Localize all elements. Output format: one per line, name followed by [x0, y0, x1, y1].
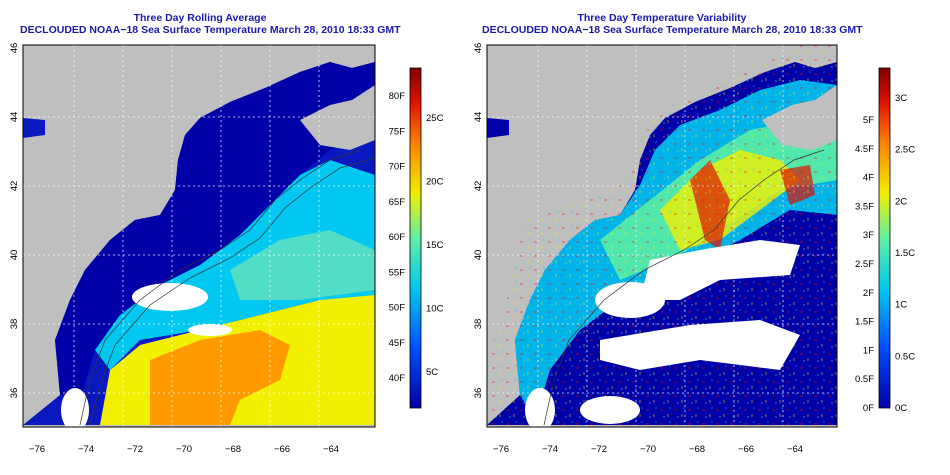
left-lon-tick-label: −70	[176, 444, 192, 455]
right-lon-tick-label: −64	[787, 444, 803, 455]
left-colorbar-f-label: 80F	[389, 91, 406, 102]
left-lon-tick-label: −76	[29, 444, 45, 455]
left-colorbar-c-label: 15C	[426, 240, 444, 251]
left-colorbar-f-label: 45F	[389, 338, 406, 349]
cloud-mask	[640, 240, 800, 300]
left-lon-tick-label: −72	[127, 444, 143, 455]
left-lat-tick-label: 40	[9, 250, 20, 261]
left-lon-tick-label: −68	[225, 444, 241, 455]
right-map	[486, 44, 891, 428]
right-lon-tick-label: −68	[689, 444, 705, 455]
right-colorbar-f-label: 4F	[863, 173, 874, 184]
right-colorbar-f-label: 2.5F	[855, 259, 874, 270]
right-lat-tick-label: 42	[473, 181, 484, 192]
shelf-water	[55, 62, 375, 400]
right-colorbar-f-label: 3F	[863, 230, 874, 241]
right-colorbar-f-label: 3.5F	[855, 201, 874, 212]
right-colorbar-c-label: 1C	[895, 300, 907, 311]
right-lat-tick-label: 44	[473, 112, 484, 123]
right-colorbar-f-label: 4.5F	[855, 144, 874, 155]
left-lat-tick-label: 42	[9, 181, 20, 192]
right-lat-tick-label: 40	[473, 250, 484, 261]
right-colorbar-f-label: 1.5F	[855, 317, 874, 328]
left-colorbar-c-label: 25C	[426, 113, 444, 124]
right-lon-tick-label: −72	[591, 444, 607, 455]
right-colorbar-c-label: 2.5C	[895, 145, 915, 156]
left-lon-tick-label: −66	[274, 444, 290, 455]
left-map-title: Three Day Rolling Average DECLOUDED NOAA…	[20, 12, 401, 36]
right-colorbar-c-label: 1.5C	[895, 248, 915, 259]
left-colorbar	[409, 67, 422, 409]
right-lon-tick-label: −70	[640, 444, 656, 455]
right-lon-tick-label: −66	[738, 444, 754, 455]
left-lon-tick-label: −64	[323, 444, 339, 455]
right-lat-tick-label: 38	[473, 319, 484, 330]
slope-water	[95, 160, 375, 370]
right-lat-tick-label: 36	[473, 388, 484, 399]
left-colorbar-f-label: 70F	[389, 162, 406, 173]
left-colorbar-f-label: 60F	[389, 232, 406, 243]
right-lon-tick-label: −76	[493, 444, 509, 455]
left-map-frame	[22, 44, 376, 428]
cloud-mask	[132, 283, 208, 311]
right-map-title: Three Day Temperature Variability DECLOU…	[482, 12, 863, 36]
right-colorbar	[878, 67, 891, 409]
right-colorbar-c-label: 0.5C	[895, 351, 915, 362]
left-lat-tick-label: 38	[9, 319, 20, 330]
left-colorbar-f-label: 75F	[389, 126, 406, 137]
left-colorbar-c-label: 5C	[426, 367, 438, 378]
left-colorbar-f-label: 50F	[389, 303, 406, 314]
left-colorbar-f-label: 40F	[389, 373, 406, 384]
right-colorbar-c-label: 0C	[895, 403, 907, 414]
right-colorbar-c-label: 2C	[895, 196, 907, 207]
left-lat-tick-label: 46	[9, 43, 20, 54]
left-colorbar-f-label: 55F	[389, 267, 406, 278]
right-lon-tick-label: −74	[542, 444, 558, 455]
left-title-line2: DECLOUDED NOAA−18 Sea Surface Temperatur…	[20, 24, 401, 36]
right-title-line2: DECLOUDED NOAA−18 Sea Surface Temperatur…	[482, 24, 863, 36]
left-lon-tick-label: −74	[78, 444, 94, 455]
right-colorbar-f-label: 0.5F	[855, 374, 874, 385]
left-lat-tick-label: 44	[9, 112, 20, 123]
right-lat-tick-label: 46	[473, 43, 484, 54]
right-colorbar-f-label: 5F	[863, 115, 874, 126]
left-map	[22, 44, 422, 428]
right-colorbar-c-label: 3C	[895, 93, 907, 104]
right-map-frame	[486, 44, 838, 428]
right-colorbar-f-label: 1F	[863, 345, 874, 356]
right-colorbar-f-label: 2F	[863, 288, 874, 299]
left-colorbar-c-label: 10C	[426, 304, 444, 315]
left-colorbar-f-label: 65F	[389, 197, 406, 208]
left-colorbar-c-label: 20C	[426, 177, 444, 188]
right-colorbar-f-label: 0F	[863, 403, 874, 414]
left-title-line1: Three Day Rolling Average	[133, 12, 267, 24]
left-lat-tick-label: 36	[9, 388, 20, 399]
right-title-line1: Three Day Temperature Variability	[577, 12, 747, 24]
